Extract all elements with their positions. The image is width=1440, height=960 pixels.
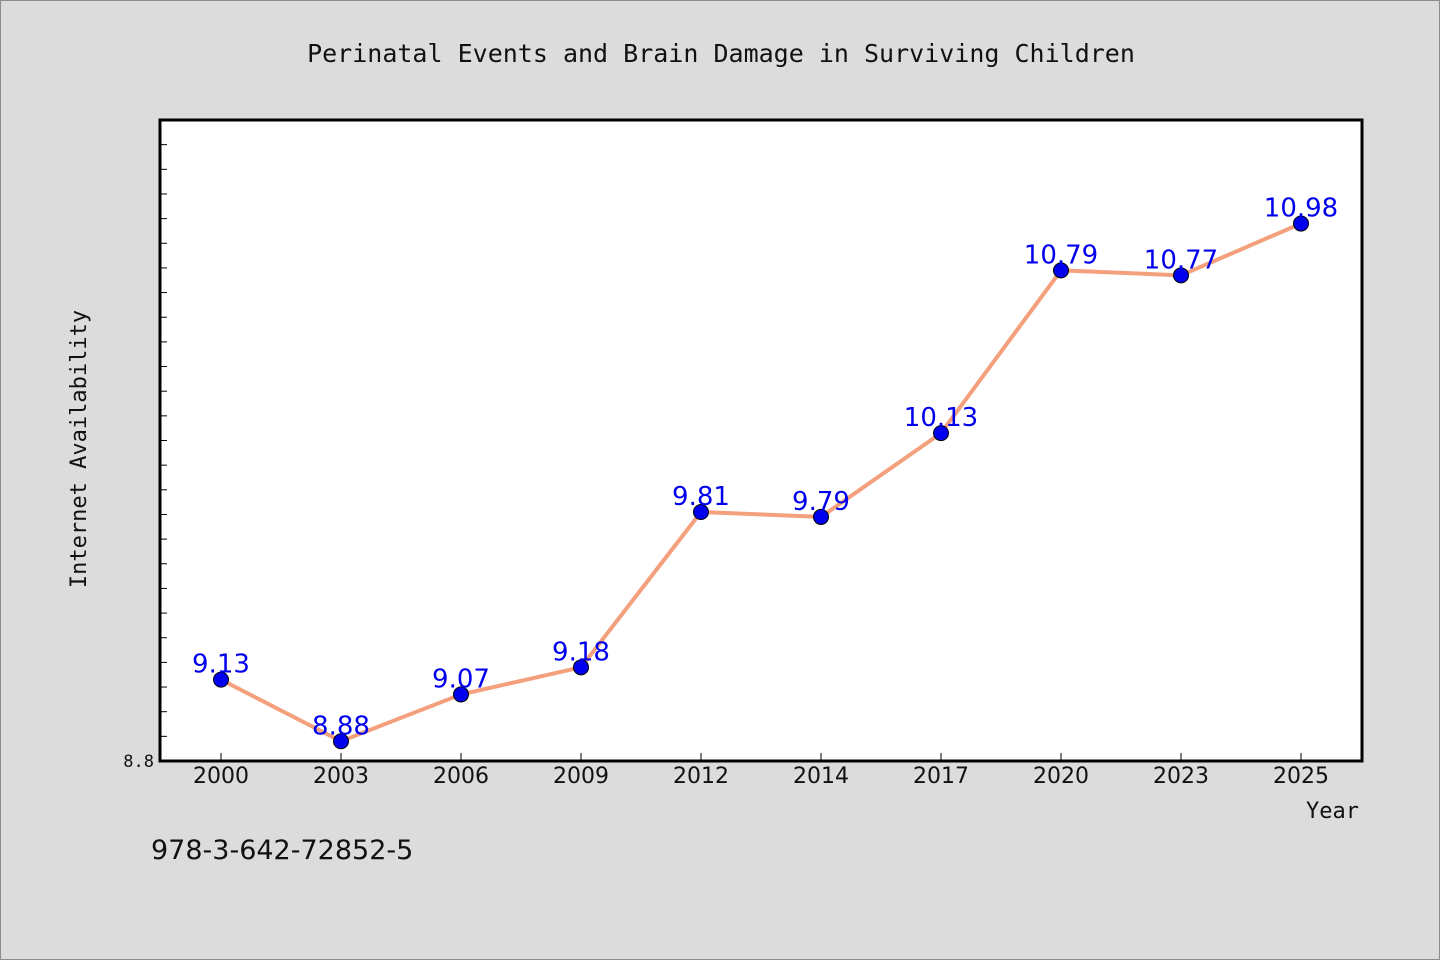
- x-axis-ticks: 2000 2003 2006 2009 2012 2014 2017 2020 2023 2025: [193, 753, 1329, 789]
- x-tick-label: 2014: [793, 764, 849, 789]
- data-point: [213, 671, 229, 688]
- x-axis-label: Year: [1306, 799, 1359, 824]
- data-label: 9.13: [192, 650, 250, 680]
- data-point: [453, 686, 469, 703]
- data-label: 9.79: [792, 487, 850, 517]
- data-label: 8.88: [312, 711, 370, 741]
- x-tick-label: 2009: [553, 764, 609, 789]
- x-tick-label: 2023: [1153, 764, 1209, 789]
- data-label: 10.98: [1264, 194, 1338, 224]
- y-tick-label: 8.8: [123, 752, 154, 772]
- data-point: [1053, 262, 1069, 279]
- data-label: 9.18: [552, 637, 610, 667]
- data-point: [813, 508, 829, 525]
- x-tick-label: 2003: [313, 764, 369, 789]
- data-point: [1173, 267, 1189, 284]
- isbn-text: 978-3-642-72852-5: [151, 835, 414, 866]
- plot-area: [158, 118, 1364, 763]
- y-axis-label: Internet Availability: [67, 310, 92, 588]
- x-tick-label: 2020: [1033, 764, 1089, 789]
- data-label: 10.13: [904, 403, 978, 433]
- series-markers: [213, 215, 1309, 750]
- series-polyline: [220, 221, 1302, 744]
- data-point: [933, 425, 949, 442]
- x-tick-label: 2006: [433, 764, 489, 789]
- data-point: [1293, 215, 1309, 232]
- data-point: [573, 659, 589, 676]
- x-tick-label: 2017: [913, 764, 969, 789]
- chart-title: Perinatal Events and Brain Damage in Sur…: [307, 39, 1135, 68]
- y-axis-ticks: [160, 144, 167, 737]
- data-label: 9.81: [672, 482, 730, 512]
- x-tick-label: 2000: [193, 764, 249, 789]
- data-label: 10.77: [1144, 245, 1218, 275]
- data-point: [333, 733, 349, 750]
- x-tick-label: 2025: [1273, 764, 1329, 789]
- series-line: [220, 221, 1302, 744]
- data-label: 10.79: [1024, 240, 1098, 270]
- data-label: 9.07: [432, 664, 490, 694]
- x-tick-label: 2012: [673, 764, 729, 789]
- data-labels: 9.13 8.88 9.07 9.18 9.81 9.79 10.13 10.79 10.77 1…: [192, 194, 1338, 742]
- data-point: [693, 503, 709, 520]
